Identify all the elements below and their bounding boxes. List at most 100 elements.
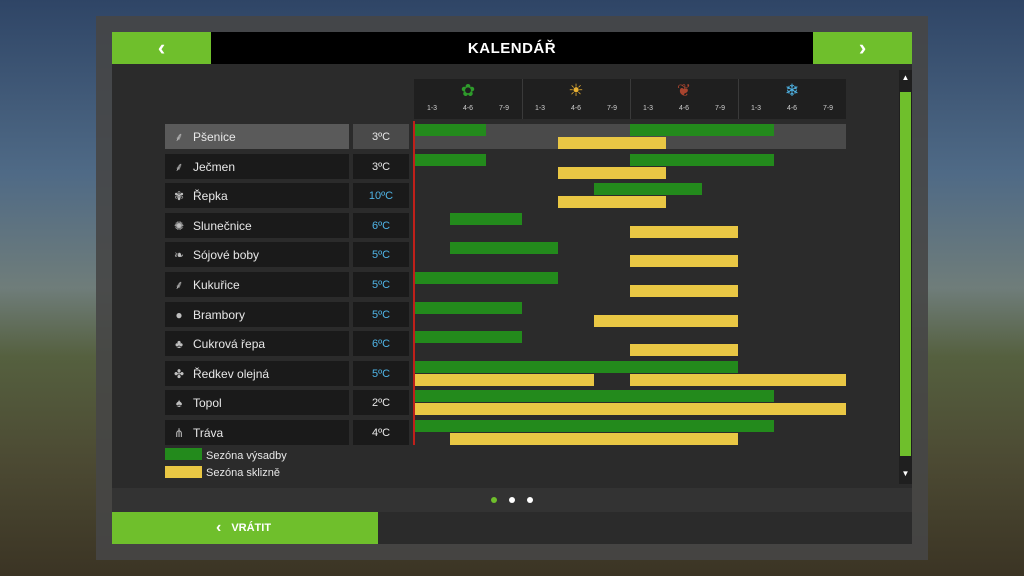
planting-season-bar xyxy=(414,124,486,136)
season-divider xyxy=(630,79,631,119)
harvest-season-bar xyxy=(630,226,738,238)
harvest-season-bar xyxy=(594,315,738,327)
crop-min-temperature: 6ºC xyxy=(353,213,409,238)
planting-season-bar xyxy=(630,124,774,136)
harvest-season-bar xyxy=(558,137,666,149)
month-label: 1-3 xyxy=(642,105,654,112)
page-indicator xyxy=(112,488,912,512)
crop-min-temperature: 5ºC xyxy=(353,272,409,297)
season-spring: ✿ 1-3 4-6 7-9 xyxy=(414,79,522,119)
previous-page-button[interactable]: ‹ xyxy=(112,32,211,64)
canola-icon: ✾ xyxy=(173,188,185,203)
potato-icon: ● xyxy=(175,307,183,322)
crop-min-temperature: 4ºC xyxy=(353,420,409,445)
chevron-left-icon: ‹ xyxy=(216,519,222,536)
crop-name: Slunečnice xyxy=(193,218,252,233)
page-dot[interactable] xyxy=(509,497,515,503)
planting-season-bar xyxy=(414,361,738,373)
crop-min-temperature: 10ºC xyxy=(353,183,409,208)
crop-name: Ječmen xyxy=(193,159,236,174)
calendar-panel: ‹ KALENDÁŘ › ✿ 1-3 4-6 7-9 ☀ 1-3 4-6 7-9 ❦ 1-3 4-6… xyxy=(112,32,912,544)
harvest-season-bar xyxy=(450,433,738,445)
planting-season-bar xyxy=(630,154,774,166)
season-divider xyxy=(738,79,739,119)
harvest-season-bar xyxy=(558,196,666,208)
corn-icon: ⸙ xyxy=(174,278,184,292)
planting-season-bar xyxy=(414,331,522,343)
sugarbeet-icon: ♣ xyxy=(175,336,183,351)
crop-name-cell[interactable]: ⸙ Ječmen xyxy=(165,154,349,179)
crop-name-cell[interactable]: ✺ Slunečnice xyxy=(165,213,349,238)
leaf-icon: ❦ xyxy=(676,81,692,100)
planting-season-bar xyxy=(414,390,774,402)
page-dot[interactable] xyxy=(491,497,497,503)
crop-name: Tráva xyxy=(193,425,224,440)
sun-icon: ☀ xyxy=(568,81,584,100)
scroll-up-button[interactable]: ▲ xyxy=(899,70,912,84)
crop-name-cell[interactable]: ⸙ Kukuřice xyxy=(165,272,349,297)
crop-min-temperature: 2ºC xyxy=(353,390,409,415)
crop-name: Sójové boby xyxy=(193,247,260,262)
month-label: 7-9 xyxy=(822,105,834,112)
harvest-season-bar xyxy=(630,255,738,267)
triangle-up-icon: ▲ xyxy=(901,72,910,82)
crop-name-cell[interactable]: ♣ Cukrová řepa xyxy=(165,331,349,356)
month-label: 7-9 xyxy=(714,105,726,112)
crop-name: Kukuřice xyxy=(193,277,240,292)
planting-season-bar xyxy=(450,213,522,225)
crop-min-temperature: 3ºC xyxy=(353,154,409,179)
chevron-left-icon: ‹ xyxy=(157,35,166,60)
planting-season-bar xyxy=(414,272,558,284)
chevron-right-icon: › xyxy=(858,35,867,60)
season-autumn: ❦ 1-3 4-6 7-9 xyxy=(630,79,738,119)
top-bar: ‹ KALENDÁŘ › xyxy=(112,32,912,64)
crop-name: Topol xyxy=(193,395,222,410)
crop-name-cell[interactable]: ❧ Sójové boby xyxy=(165,242,349,267)
back-button[interactable]: ‹ VRÁTIT xyxy=(112,512,378,544)
back-button-label: VRÁTIT xyxy=(231,522,272,534)
page-dot[interactable] xyxy=(527,497,533,503)
crop-name-cell[interactable]: ⋔ Tráva xyxy=(165,420,349,445)
harvest-season-bar xyxy=(630,374,846,386)
harvest-season-bar xyxy=(414,403,846,415)
crop-name-cell[interactable]: ✤ Ředkev olejná xyxy=(165,361,349,386)
month-label: 4-6 xyxy=(786,105,798,112)
legend-planting-swatch xyxy=(165,448,202,460)
season-divider xyxy=(522,79,523,119)
season-summer: ☀ 1-3 4-6 7-9 xyxy=(522,79,630,119)
oilseed-radish-icon: ✤ xyxy=(173,366,185,381)
grass-icon: ⋔ xyxy=(173,425,185,440)
flower-icon: ✿ xyxy=(460,81,476,100)
snowflake-icon: ❄ xyxy=(784,81,800,100)
planting-season-bar xyxy=(414,420,774,432)
wheat-icon: ⸙ xyxy=(174,130,184,144)
harvest-season-bar xyxy=(558,167,666,179)
planting-season-bar xyxy=(414,302,522,314)
current-date-marker xyxy=(413,121,415,445)
legend-harvest-label: Sezóna sklizně xyxy=(206,467,280,479)
planting-season-bar xyxy=(450,242,558,254)
crop-name: Brambory xyxy=(193,307,246,322)
legend-harvest-swatch xyxy=(165,466,202,478)
planting-season-bar xyxy=(414,154,486,166)
harvest-season-bar xyxy=(414,374,594,386)
month-label: 4-6 xyxy=(678,105,690,112)
next-page-button[interactable]: › xyxy=(813,32,912,64)
month-label: 1-3 xyxy=(426,105,438,112)
poplar-icon: ♠ xyxy=(175,395,183,410)
month-label: 1-3 xyxy=(534,105,546,112)
scroll-down-button[interactable]: ▼ xyxy=(899,466,912,480)
triangle-down-icon: ▼ xyxy=(901,468,910,478)
crop-name-cell[interactable]: ⸙ Pšenice xyxy=(165,124,349,149)
page-title: KALENDÁŘ xyxy=(467,39,557,57)
crop-min-temperature: 5ºC xyxy=(353,242,409,267)
crop-name-cell[interactable]: ♠ Topol xyxy=(165,390,349,415)
crop-name-cell[interactable]: ✾ Řepka xyxy=(165,183,349,208)
crop-name-cell[interactable]: ● Brambory xyxy=(165,302,349,327)
crop-name: Řepka xyxy=(193,188,228,203)
month-label: 4-6 xyxy=(462,105,474,112)
crop-name: Ředkev olejná xyxy=(193,366,270,381)
scrollbar-thumb[interactable] xyxy=(900,92,911,456)
harvest-season-bar xyxy=(630,344,738,356)
soybean-icon: ❧ xyxy=(173,247,185,262)
